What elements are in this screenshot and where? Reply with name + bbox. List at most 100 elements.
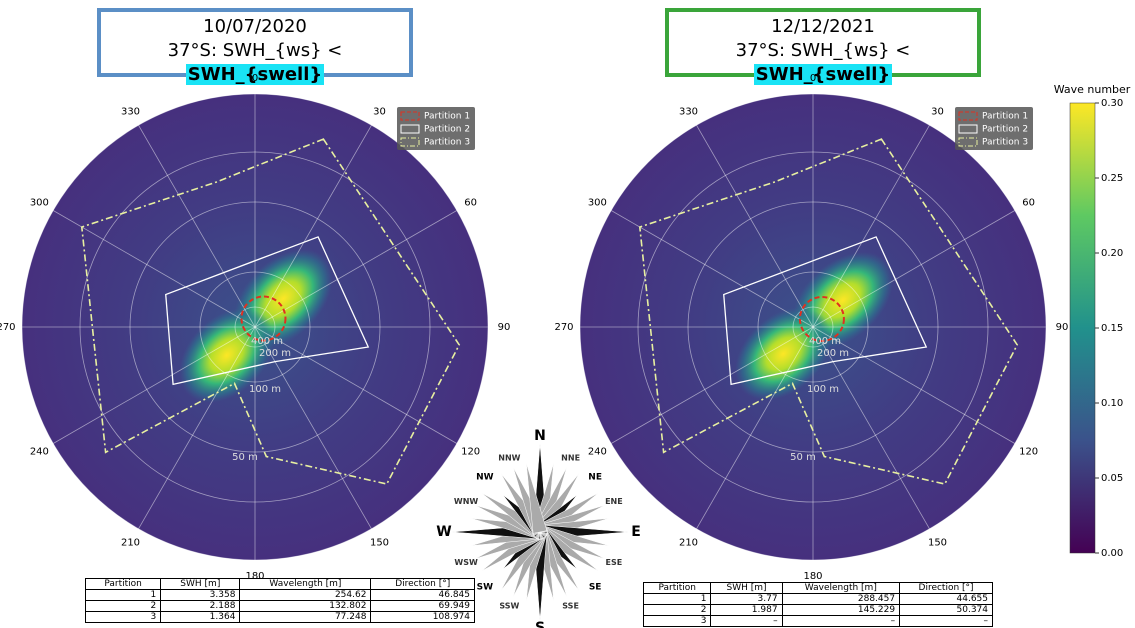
table-cell: 77.248 xyxy=(239,611,372,623)
colorbar-tick-label: 0.25 xyxy=(1101,173,1123,184)
angle-label: 210 xyxy=(679,538,698,549)
legend-swatch xyxy=(400,111,420,121)
results-table: Partition SWH [m] Wavelength [m] Direction … xyxy=(84,578,475,623)
angle-label: 150 xyxy=(370,538,389,549)
legend-label: Partition 1 xyxy=(424,112,470,122)
table-cell: 288.457 xyxy=(781,593,901,605)
table-cell: 2.188 xyxy=(160,600,241,612)
table-cell: 108.974 xyxy=(370,611,475,623)
table-cell: 2 xyxy=(84,600,162,612)
compass-minor: WNW xyxy=(454,497,479,506)
colorbar-tick-label: 0.30 xyxy=(1101,98,1123,109)
angle-label: 300 xyxy=(30,198,49,209)
legend-swatch xyxy=(958,137,978,147)
legend-label: Partition 1 xyxy=(982,112,1028,122)
title-line: 37°S: SWH_{ws} < SWH_{swell} xyxy=(669,39,977,87)
table-cell: 145.229 xyxy=(781,604,901,616)
angle-label: 180 xyxy=(803,571,822,582)
radial-label: 200 m xyxy=(817,348,849,359)
results-table: Partition SWH [m] Wavelength [m] Direction … xyxy=(642,582,993,627)
spoke xyxy=(812,210,1015,328)
legend-swatch xyxy=(400,137,420,147)
angle-label: 0 xyxy=(810,73,816,84)
compass-major: NE xyxy=(588,472,602,482)
partition-3-contour xyxy=(80,138,461,485)
table-header: Direction [°] xyxy=(370,578,475,590)
table-cell: 254.62 xyxy=(239,589,372,601)
legend-swatch xyxy=(958,124,978,134)
spoke xyxy=(254,210,457,328)
colorbar-tick-label: 0.20 xyxy=(1101,248,1123,259)
radial-label: 100 m xyxy=(807,384,839,395)
angle-label: 240 xyxy=(588,447,607,458)
title-highlight: SWH_{swell} xyxy=(185,64,325,85)
colorbar-tick-label: 0.10 xyxy=(1101,398,1123,409)
legend-swatch xyxy=(958,111,978,121)
angle-label: 240 xyxy=(30,447,49,458)
table-cell: 1 xyxy=(84,589,162,601)
table-cell: – xyxy=(710,615,783,627)
angle-label: 270 xyxy=(554,322,573,333)
partition-3-contour xyxy=(638,138,1019,485)
compass-minor: SSW xyxy=(499,601,519,610)
table-cell: – xyxy=(899,615,993,627)
angle-label: 30 xyxy=(931,106,944,117)
radial-label: 50 m xyxy=(232,452,258,463)
spoke xyxy=(611,210,814,328)
table-header: Wavelength [m] xyxy=(239,578,372,590)
angle-label: 90 xyxy=(498,322,511,333)
colorbar xyxy=(1069,102,1096,554)
angle-label: 30 xyxy=(373,106,386,117)
compass-point xyxy=(526,463,548,534)
angle-label: 60 xyxy=(464,198,477,209)
table-cell: 50.374 xyxy=(899,604,993,616)
compass-minor: NNE xyxy=(561,454,580,463)
compass-major: E xyxy=(631,524,641,540)
legend-label: Partition 2 xyxy=(982,125,1028,135)
partition-2-contour xyxy=(723,236,928,386)
angle-label: 90 xyxy=(1056,322,1069,333)
radial-label: 100 m xyxy=(249,384,281,395)
table-cell: 3 xyxy=(642,615,712,627)
colorbar-tick-label: 0.15 xyxy=(1101,323,1123,334)
table-header: Partition xyxy=(642,582,712,594)
angle-label: 150 xyxy=(928,538,947,549)
legend-label: Partition 2 xyxy=(424,125,470,135)
legend-label: Partition 3 xyxy=(982,138,1028,148)
angle-label: 120 xyxy=(461,447,480,458)
table-cell: 44.655 xyxy=(899,593,993,605)
spoke xyxy=(254,125,372,328)
radial-label: 400 m xyxy=(809,336,841,347)
table-header: Partition xyxy=(84,578,162,590)
legend-label: Partition 3 xyxy=(424,138,470,148)
radial-label: 200 m xyxy=(259,348,291,359)
title-box: 12/12/2021 37°S: SWH_{ws} < SWH_{swell} xyxy=(665,8,981,85)
spoke xyxy=(254,326,372,529)
table-header: SWH [m] xyxy=(710,582,783,594)
spoke xyxy=(254,326,457,444)
compass-major: W xyxy=(436,524,451,540)
compass-major: NW xyxy=(476,472,494,482)
spoke xyxy=(611,326,814,444)
title-prefix: 37°S: SWH_{ws} < xyxy=(735,40,911,61)
title-prefix: 37°S: SWH_{ws} < xyxy=(167,40,343,61)
compass-major: N xyxy=(534,428,546,444)
spoke xyxy=(138,326,256,529)
radial-label: 50 m xyxy=(790,452,816,463)
table-cell: 1.364 xyxy=(160,611,241,623)
partition-1-contour xyxy=(798,295,845,342)
spoke xyxy=(812,125,930,328)
spoke xyxy=(53,326,256,444)
radial-label: 400 m xyxy=(251,336,283,347)
compass-minor: WSW xyxy=(454,558,478,567)
legend-swatch xyxy=(400,124,420,134)
title-highlight: SWH_{swell} xyxy=(753,64,893,85)
title-date: 10/07/2020 xyxy=(203,16,307,37)
angle-label: 300 xyxy=(588,198,607,209)
compass-major: SW xyxy=(477,583,493,593)
heat-spot xyxy=(179,308,274,403)
table-cell: 1.987 xyxy=(710,604,783,616)
angle-label: 0 xyxy=(252,73,258,84)
